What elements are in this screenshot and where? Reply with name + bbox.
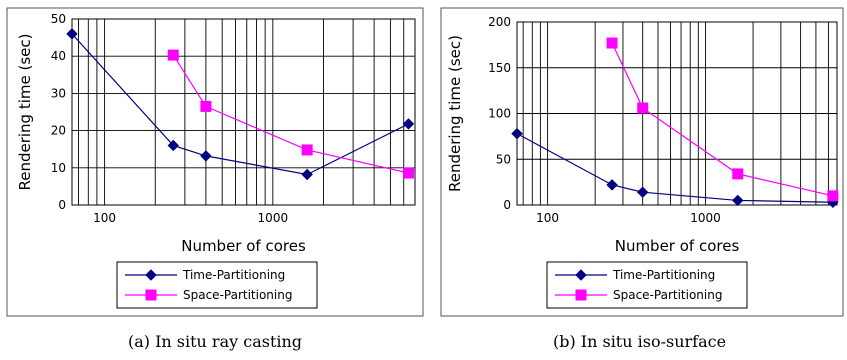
chart-a-y-tick-label: 20 bbox=[51, 124, 66, 138]
chart-b-legend-marker-space bbox=[575, 289, 587, 301]
chart-b-series-time-point bbox=[511, 127, 523, 140]
chart-a-series-space-point bbox=[167, 49, 179, 61]
chart-panel-b: 0 50 100 150 200 100 1000 Number of cores Render… bbox=[432, 0, 847, 360]
chart-b-series-space-point bbox=[732, 168, 744, 180]
chart-b-series-time-point bbox=[732, 194, 744, 207]
chart-a-series-time-point bbox=[66, 28, 78, 40]
chart-b-series-space-point bbox=[637, 102, 649, 114]
chart-b-x-tick-label: 100 bbox=[536, 211, 559, 225]
chart-a-series-time-point bbox=[301, 168, 313, 181]
chart-a-series-space-point bbox=[402, 167, 414, 179]
chart-b-legend-label-space: Space-Partitioning bbox=[613, 288, 722, 302]
chart-panel-a: 0 10 20 30 40 50 100 1000 Number of cores Renderi… bbox=[6, 7, 424, 351]
chart-b-series-space-point bbox=[606, 37, 618, 49]
chart-a-series-space-point bbox=[200, 100, 212, 112]
chart-b-legend-marker-time bbox=[575, 269, 587, 281]
chart-a-series-time-point bbox=[167, 139, 179, 152]
chart-b-series-space-point bbox=[827, 190, 839, 202]
chart-a-legend-marker-space bbox=[145, 289, 157, 301]
chart-a-legend-marker-time bbox=[145, 269, 157, 281]
chart-a-legend-label-time: Time-Partitioning bbox=[182, 268, 285, 282]
chart-b-x-axis-label: Number of cores bbox=[615, 237, 740, 255]
chart-b-series-space-line bbox=[611, 42, 833, 197]
chart-a-plot-border bbox=[71, 18, 416, 206]
chart-a-series-space-line bbox=[172, 54, 409, 174]
chart-a-y-tick-label: 10 bbox=[51, 161, 66, 175]
chart-a-legend-label-space: Space-Partitioning bbox=[183, 288, 292, 302]
chart-a-y-tick-label: 40 bbox=[51, 49, 66, 63]
chart-b-legend-label-time: Time-Partitioning bbox=[612, 268, 715, 282]
chart-b-y-tick-label: 150 bbox=[488, 61, 511, 75]
chart-b-x-tick-label: 1000 bbox=[690, 211, 721, 225]
chart-b-y-tick-label: 100 bbox=[488, 107, 511, 121]
chart-b-series-time-point bbox=[606, 179, 618, 191]
chart-b-caption: (b) In situ iso-surface bbox=[552, 332, 727, 351]
chart-a-y-axis-label: Rendering time (sec) bbox=[16, 33, 34, 190]
chart-b-y-tick-label: 0 bbox=[503, 198, 511, 212]
chart-a-x-axis-label: Number of cores bbox=[181, 237, 306, 255]
chart-b-y-axis-label: Rendering time (sec) bbox=[446, 35, 464, 192]
chart-a-x-tick-label: 1000 bbox=[258, 211, 289, 225]
chart-a-y-tick-label: 0 bbox=[58, 198, 66, 212]
chart-b-y-tick-label: 200 bbox=[488, 15, 511, 29]
chart-a-series-space-point bbox=[301, 144, 313, 156]
chart-b-svg: 0 50 100 150 200 100 1000 Number of cores Render… bbox=[440, 7, 844, 317]
chart-b-series-time-point bbox=[636, 186, 649, 198]
chart-b-y-tick-label: 50 bbox=[496, 152, 511, 166]
chart-a-y-tick-label: 50 bbox=[51, 12, 66, 26]
chart-a-caption: (a) In situ ray casting bbox=[127, 332, 303, 351]
chart-a-svg: 0 10 20 30 40 50 100 1000 Number of cores Renderi… bbox=[6, 7, 424, 317]
chart-a-x-tick-label: 100 bbox=[93, 211, 116, 225]
chart-a-series-time-point bbox=[200, 150, 212, 162]
chart-b-plot-border bbox=[516, 21, 838, 206]
chart-a-y-tick-label: 30 bbox=[51, 86, 66, 100]
chart-a-series-time-point bbox=[402, 118, 415, 130]
